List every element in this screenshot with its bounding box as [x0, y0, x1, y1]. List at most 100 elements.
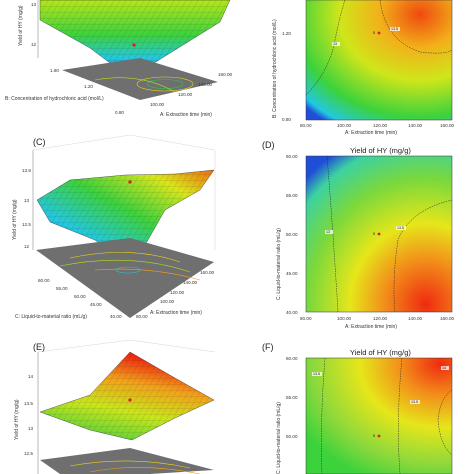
x-tick-c-2: 120.00 — [170, 290, 184, 295]
z-tick-a-top: 13 — [31, 2, 37, 7]
surface-e-zlabel: Yield of HY (mg/g) — [14, 399, 20, 440]
contour-b-label-13: 13 — [333, 42, 337, 46]
contour-d-xtick-4: 160.00 — [440, 316, 454, 321]
contour-f-ytick-0: 50.00 — [286, 434, 298, 439]
contour-d-ytick-2: 50.00 — [286, 232, 298, 237]
contour-d-xtick-1: 100.00 — [337, 316, 351, 321]
surface-a-floor-contours — [94, 76, 194, 93]
contour-b-xtick-3: 140.00 — [408, 123, 422, 128]
contour-d-title: Yield of HY (mg/g) — [350, 146, 411, 155]
surface-c-floor — [36, 238, 214, 318]
panel-label-e: (E) — [33, 342, 45, 352]
x-tick-a-0: 100.00 — [150, 102, 164, 107]
y-tick-c-2: 50.00 — [74, 294, 86, 299]
contour-b-xtick-2: 120.00 — [373, 123, 387, 128]
contour-b-label-135: 13.5 — [391, 27, 398, 31]
contour-d-label-13: 13 — [326, 230, 330, 234]
contour-f-ytick-2: 60.00 — [286, 356, 298, 361]
contour-d-ytick-3: 55.00 — [286, 193, 298, 198]
surface-c-floor-contours — [59, 252, 201, 281]
contour-b-xtick-0: 80.00 — [300, 123, 312, 128]
panel-label-c: (C) — [33, 137, 46, 147]
contour-b-xlabel: A: Extraction time (min) — [345, 130, 397, 136]
x-tick-c-0: 80.00 — [136, 314, 148, 319]
contour-f-plot — [305, 357, 453, 474]
panel-f: (F) Yield of HY (mg/g) 13.5 14 13.5 5 60… — [262, 342, 453, 474]
surface-a-center-point — [132, 43, 136, 47]
surface-a-z-axis: 13 12 Yield of HY (mg/g) — [18, 0, 39, 58]
surface-e-floor-contours — [69, 460, 201, 474]
z-tick-e-2: 13.5 — [24, 401, 33, 406]
panel-e: (E) 14 13.5 13 12.5 Yield of HY (mg/g) — [14, 339, 216, 474]
z-tick-e-1: 13 — [28, 426, 34, 431]
z-tick-c-0: 12 — [24, 244, 30, 249]
y-tick-c-4: 60.00 — [38, 278, 50, 283]
contour-b-plot — [305, 0, 453, 121]
contour-b-xtick-4: 160.00 — [440, 123, 454, 128]
panel-label-d: (D) — [262, 140, 275, 150]
panel-label-f: (F) — [262, 342, 274, 352]
contour-f-title: Yield of HY (mg/g) — [350, 348, 411, 357]
panel-d: (D) Yield of HY (mg/g) 13 13.5 5 60.00 5… — [262, 140, 454, 330]
surface-e-center-point — [128, 398, 132, 402]
contour-b-line-135 — [379, 0, 453, 54]
contour-b-ytick-1: 1.20 — [282, 31, 291, 36]
contour-d-xtick-2: 120.00 — [373, 316, 387, 321]
x-tick-a-2: 140.00 — [198, 82, 212, 87]
contour-d-ylabel: C: Liquid-to-material ratio (mL/g) — [276, 228, 282, 300]
x-tick-c-4: 160.00 — [200, 270, 214, 275]
surface-a-floor — [62, 58, 218, 100]
contour-d-ytick-1: 45.00 — [286, 271, 298, 276]
surface-a-ylabel: B: Concentration of hydrochloric acid (m… — [5, 96, 104, 102]
contour-f-label-2: 13.5 — [411, 400, 418, 404]
surface-c-ylabel: C: Liquid-to-material ratio (mL/g) — [15, 314, 87, 320]
z-tick-e-0: 12.5 — [24, 451, 33, 456]
panel-c: (C) 13.5 13 12.5 12 Yield of HY (mg/g) 6… — [12, 134, 216, 320]
contour-d-xtick-0: 80.00 — [300, 316, 312, 321]
y-tick-c-1: 45.00 — [90, 302, 102, 307]
panel-a: 13 12 Yield of HY (mg/g) 1.60 1.20 0.80 … — [5, 0, 232, 118]
contour-d-xtick-3: 140.00 — [408, 316, 422, 321]
z-tick-c-3: 13.5 — [22, 168, 31, 173]
z-tick-e-3: 14 — [28, 374, 34, 379]
contour-d-line-135 — [393, 199, 453, 313]
surface-c-zlabel: Yield of HY (mg/g) — [12, 199, 18, 240]
contour-f-ylabel: C: Liquid-to-material ratio (mL/g) — [276, 402, 282, 474]
contour-d-ytick-0: 40.00 — [286, 310, 298, 315]
contour-d-label-135: 13.5 — [397, 226, 404, 230]
contour-b-ylabel: B: Concentration of hydrochloric acid (m… — [272, 19, 278, 118]
contour-b-point-label: 5 — [373, 31, 375, 35]
contour-f-line-a — [321, 357, 326, 474]
y-tick-a-4: 0.80 — [115, 110, 124, 115]
contour-b-line-13 — [305, 0, 346, 96]
contour-f-point-label: 5 — [373, 434, 375, 438]
y-tick-a-2: 1.20 — [84, 84, 93, 89]
surface-a-zlabel: Yield of HY (mg/g) — [18, 5, 24, 46]
x-tick-c-1: 100.00 — [160, 299, 174, 304]
contour-b-design-point — [377, 31, 381, 35]
z-tick-c-1: 12.5 — [22, 222, 31, 227]
z-tick-a-bottom: 12 — [31, 42, 37, 47]
x-tick-c-3: 140.00 — [183, 280, 197, 285]
x-tick-a-1: 120.00 — [178, 92, 192, 97]
surface-c-center-point — [128, 180, 132, 184]
surface-a-xlabel: A: Extraction time (min) — [160, 112, 212, 118]
panel-b: 13 13.5 5 1.20 0.80 80.00 100.00 120.00 … — [272, 0, 454, 136]
contour-f-design-point — [377, 434, 381, 438]
y-tick-a-0: 1.60 — [50, 68, 59, 73]
contour-f-line-b — [398, 357, 403, 474]
z-tick-c-2: 13 — [24, 198, 30, 203]
y-tick-c-3: 55.00 — [56, 286, 68, 291]
contour-b-xtick-1: 100.00 — [337, 123, 351, 128]
contour-d-point-label: 5 — [373, 232, 375, 236]
contour-f-label-0: 13.5 — [313, 372, 320, 376]
contour-f-label-1: 14 — [442, 366, 446, 370]
contour-d-design-point — [377, 232, 381, 236]
contour-f-ytick-1: 55.00 — [286, 395, 298, 400]
surface-c-xlabel: A: Extraction time (min) — [150, 310, 202, 316]
contour-b-ytick-0: 0.80 — [282, 117, 291, 122]
contour-d-ytick-4: 60.00 — [286, 154, 298, 159]
x-tick-a-3: 160.00 — [218, 72, 232, 77]
y-tick-c-0: 40.00 — [110, 314, 122, 319]
